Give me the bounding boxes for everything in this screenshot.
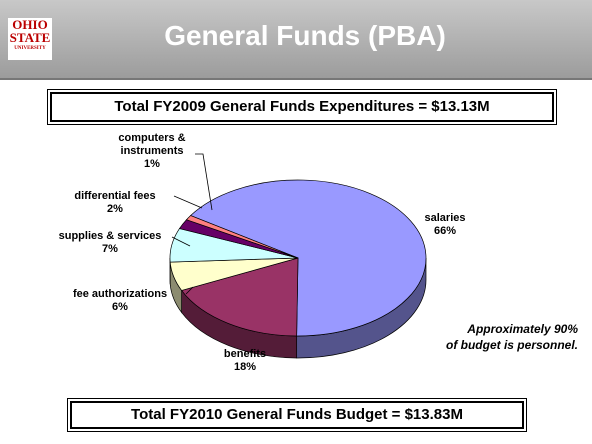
pie-slice [190, 179, 427, 337]
header [0, 0, 592, 80]
annotation: Approximately 90% [467, 322, 578, 336]
slice-value-label: 1% [144, 158, 160, 170]
annotation: of budget is personnel. [445, 338, 578, 352]
slice-label: supplies & services [58, 230, 162, 242]
chart-title: General Funds (PBA) [164, 20, 446, 51]
logo-text: UNIVERSITY [14, 46, 46, 51]
leader-line [195, 153, 213, 211]
logo: OHIO STATE UNIVERSITY [8, 18, 52, 60]
pie-slice [185, 215, 299, 259]
pie-slice [181, 257, 299, 337]
slice-label: benefits [223, 348, 267, 360]
logo-text: OHIO [12, 17, 48, 32]
slice-value-label: 18% [233, 361, 257, 373]
slice-label: salaries [424, 212, 466, 224]
leader-line [171, 236, 191, 247]
slice-label: differential fees [74, 190, 156, 202]
slice-value-label: 7% [102, 243, 118, 255]
slice-value-label: 6% [112, 301, 128, 313]
logo-text: STATE [9, 30, 51, 45]
footer: Total FY2010 General Funds Budget = $13.… [67, 398, 527, 432]
slice-value-label: 66% [433, 225, 457, 237]
slice-value-label: 2% [107, 203, 123, 215]
slice-label: computers & instruments [118, 132, 186, 157]
leader-line [185, 286, 194, 295]
subtitle: Total FY2009 General Funds Expenditures … [47, 89, 557, 125]
pie-sides [169, 257, 427, 359]
slice-label: fee authorizations [72, 288, 168, 300]
leader-line [173, 195, 203, 209]
